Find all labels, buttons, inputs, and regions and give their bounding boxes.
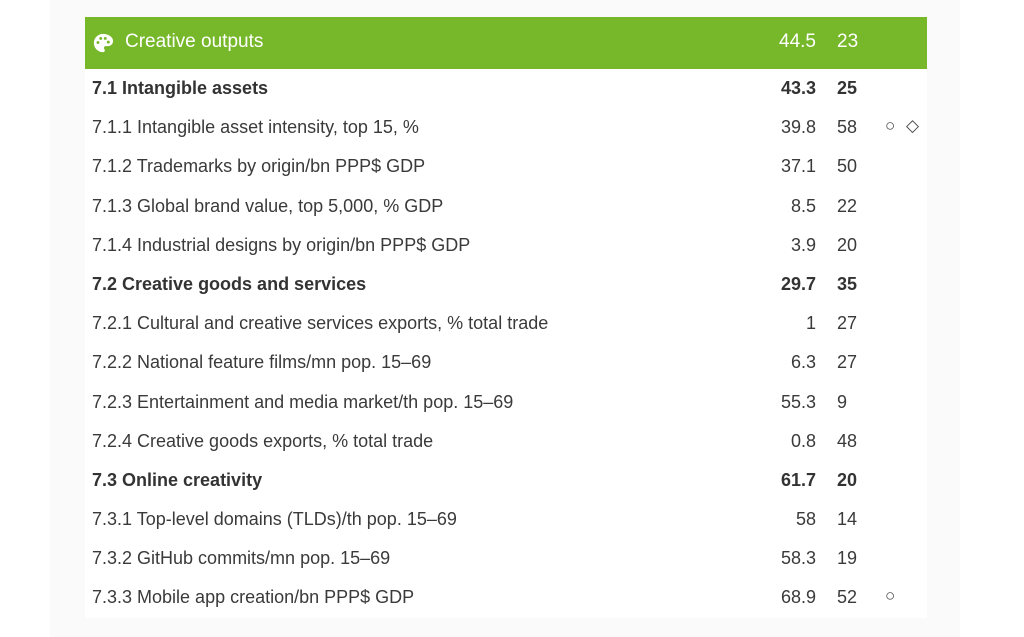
- indicator-row: 7.3.3 Mobile app creation/bn PPP$ GDP 68.…: [85, 578, 927, 617]
- indicator-rank: 22: [837, 195, 858, 216]
- indicator-rank: 48: [837, 430, 858, 451]
- indicator-rank: 19: [837, 548, 858, 569]
- indicator-label: 7.1.3 Global brand value, top 5,000, % G…: [92, 195, 444, 216]
- indicator-score: 58.3: [780, 548, 816, 569]
- indicator-row: 7.2.3 Entertainment and media market/th …: [85, 383, 927, 422]
- section-title: Creative outputs: [125, 31, 264, 52]
- indicator-rank: 14: [837, 509, 858, 530]
- indicator-score: 68.9: [780, 587, 816, 608]
- subsection-row: 7.3 Online creativity 61.7 20: [85, 461, 927, 500]
- indicator-label: 7.2.4 Creative goods exports, % total tr…: [92, 430, 434, 451]
- indicator-label: 7.1.2 Trademarks by origin/bn PPP$ GDP: [92, 156, 426, 177]
- indicator-rank: 25: [837, 78, 858, 98]
- indicator-score: 3.9: [790, 234, 816, 255]
- indicator-label: 7.3 Online creativity: [92, 469, 263, 490]
- indicator-row: 7.1.4 Industrial designs by origin/bn PP…: [85, 226, 927, 265]
- section-rank: 23: [837, 31, 859, 52]
- palette-icon: [93, 33, 114, 53]
- indicator-row: 7.3.1 Top-level domains (TLDs)/th pop. 1…: [85, 500, 927, 539]
- indicator-score: 29.7: [780, 273, 816, 294]
- indicator-rank: 58: [837, 117, 858, 138]
- indicator-rows: 7.1 Intangible assets 43.3 25 7.1.1 Intangi…: [85, 69, 927, 618]
- strength-weakness-markers: ○: [885, 586, 899, 606]
- indicator-label: 7.3.2 GitHub commits/mn pop. 15–69: [92, 548, 391, 569]
- indicator-rank: 9: [837, 391, 848, 412]
- subsection-row: 7.1 Intangible assets 43.3 25: [85, 69, 927, 108]
- indicator-row: 7.2.4 Creative goods exports, % total tr…: [85, 422, 927, 461]
- indicator-rank: 50: [837, 156, 858, 177]
- indicator-label: 7.3.1 Top-level domains (TLDs)/th pop. 1…: [92, 509, 457, 530]
- indicator-score: 6.3: [790, 352, 816, 373]
- strength-weakness-markers: ○ ◇: [885, 116, 923, 136]
- indicator-rank: 27: [837, 352, 858, 373]
- indicator-label: 7.1 Intangible assets: [92, 78, 269, 98]
- indicator-rank: 27: [837, 313, 858, 334]
- indicator-score: 39.8: [780, 117, 816, 138]
- indicator-score: 43.3: [780, 78, 816, 98]
- indicator-score: 58: [795, 509, 816, 530]
- indicator-row: 7.2.1 Cultural and creative services exp…: [85, 304, 927, 343]
- indicator-label: 7.3.3 Mobile app creation/bn PPP$ GDP: [92, 587, 415, 608]
- indicator-label: 7.2.2 National feature films/mn pop. 15–…: [92, 352, 432, 373]
- indicator-score: 8.5: [790, 195, 816, 216]
- indicator-rank: 52: [837, 587, 858, 608]
- indicator-score: 61.7: [780, 469, 816, 490]
- indicator-row: 7.1.3 Global brand value, top 5,000, % G…: [85, 187, 927, 226]
- indicator-label: 7.2.3 Entertainment and media market/th …: [92, 391, 514, 412]
- indicator-row: 7.1.1 Intangible asset intensity, top 15…: [85, 108, 927, 147]
- section-score: 44.5: [779, 31, 816, 52]
- indicator-score: 37.1: [780, 156, 816, 177]
- indicator-row: 7.2.2 National feature films/mn pop. 15–…: [85, 343, 927, 382]
- indicator-score: 55.3: [780, 391, 816, 412]
- indicator-table: Creative outputs 44.5 23 7.1 Intangible …: [85, 17, 927, 618]
- subsection-row: 7.2 Creative goods and services 29.7 35: [85, 265, 927, 304]
- indicator-label: 7.2.1 Cultural and creative services exp…: [92, 313, 549, 334]
- indicator-rank: 20: [837, 469, 858, 490]
- indicator-row: 7.1.2 Trademarks by origin/bn PPP$ GDP 37…: [85, 147, 927, 186]
- section-header: Creative outputs 44.5 23: [85, 17, 927, 69]
- indicator-label: 7.1.1 Intangible asset intensity, top 15…: [92, 117, 419, 138]
- indicator-score: 1: [805, 313, 816, 334]
- indicator-row: 7.3.2 GitHub commits/mn pop. 15–69 58.3 19: [85, 539, 927, 578]
- indicator-label: 7.2 Creative goods and services: [92, 273, 367, 294]
- indicator-label: 7.1.4 Industrial designs by origin/bn PP…: [92, 234, 471, 255]
- indicator-score: 0.8: [790, 430, 816, 451]
- indicator-rank: 35: [837, 273, 858, 294]
- indicator-rank: 20: [837, 234, 858, 255]
